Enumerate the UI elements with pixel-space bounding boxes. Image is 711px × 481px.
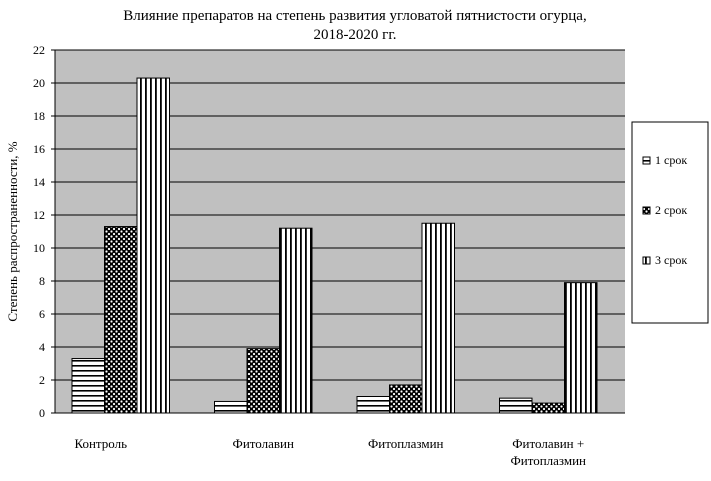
bar-1-4 [499,397,533,414]
bar-2-1 [104,226,138,414]
bar-3-2 [279,227,313,414]
y-tick-label: 4 [39,340,45,354]
legend-swatch [642,256,651,265]
y-tick-label: 20 [33,76,45,90]
chart-title: 2018-2020 гг. [313,27,396,43]
bar-2-2 [246,348,280,414]
y-tick-label: 12 [33,208,45,222]
legend [631,121,709,324]
y-tick-label: 8 [39,274,45,288]
bar-1-2 [214,400,248,414]
x-tick-label: Фитоплазмин [510,453,586,468]
y-tick-label: 16 [33,142,45,156]
y-axis-label: Степень распространенности, % [5,141,20,321]
bar-2-4 [531,402,565,414]
y-tick-label: 6 [39,307,45,321]
bar-2-3 [389,384,423,414]
y-tick-label: 14 [33,175,45,189]
x-tick-label: Фитолавин + [512,436,584,451]
legend-swatch [642,156,651,165]
bar-3-1 [136,77,170,414]
legend-label: 2 срок [655,203,687,217]
y-tick-label: 18 [33,109,45,123]
legend-swatch [642,206,651,215]
chart-title: Влияние препаратов на степень развития у… [123,8,586,24]
x-tick-label: Контроль [74,436,127,451]
legend-label: 3 срок [655,253,687,267]
y-tick-label: 0 [39,406,45,420]
y-tick-label: 2 [39,373,45,387]
bar-3-4 [564,282,598,414]
x-tick-label: Фитолавин [233,436,294,451]
y-tick-label: 22 [33,43,45,57]
y-tick-label: 10 [33,241,45,255]
bar-3-3 [421,222,455,414]
bar-1-3 [356,396,390,414]
x-tick-label: Фитоплазмин [368,436,444,451]
legend-label: 1 срок [655,153,687,167]
bar-1-1 [71,358,105,414]
